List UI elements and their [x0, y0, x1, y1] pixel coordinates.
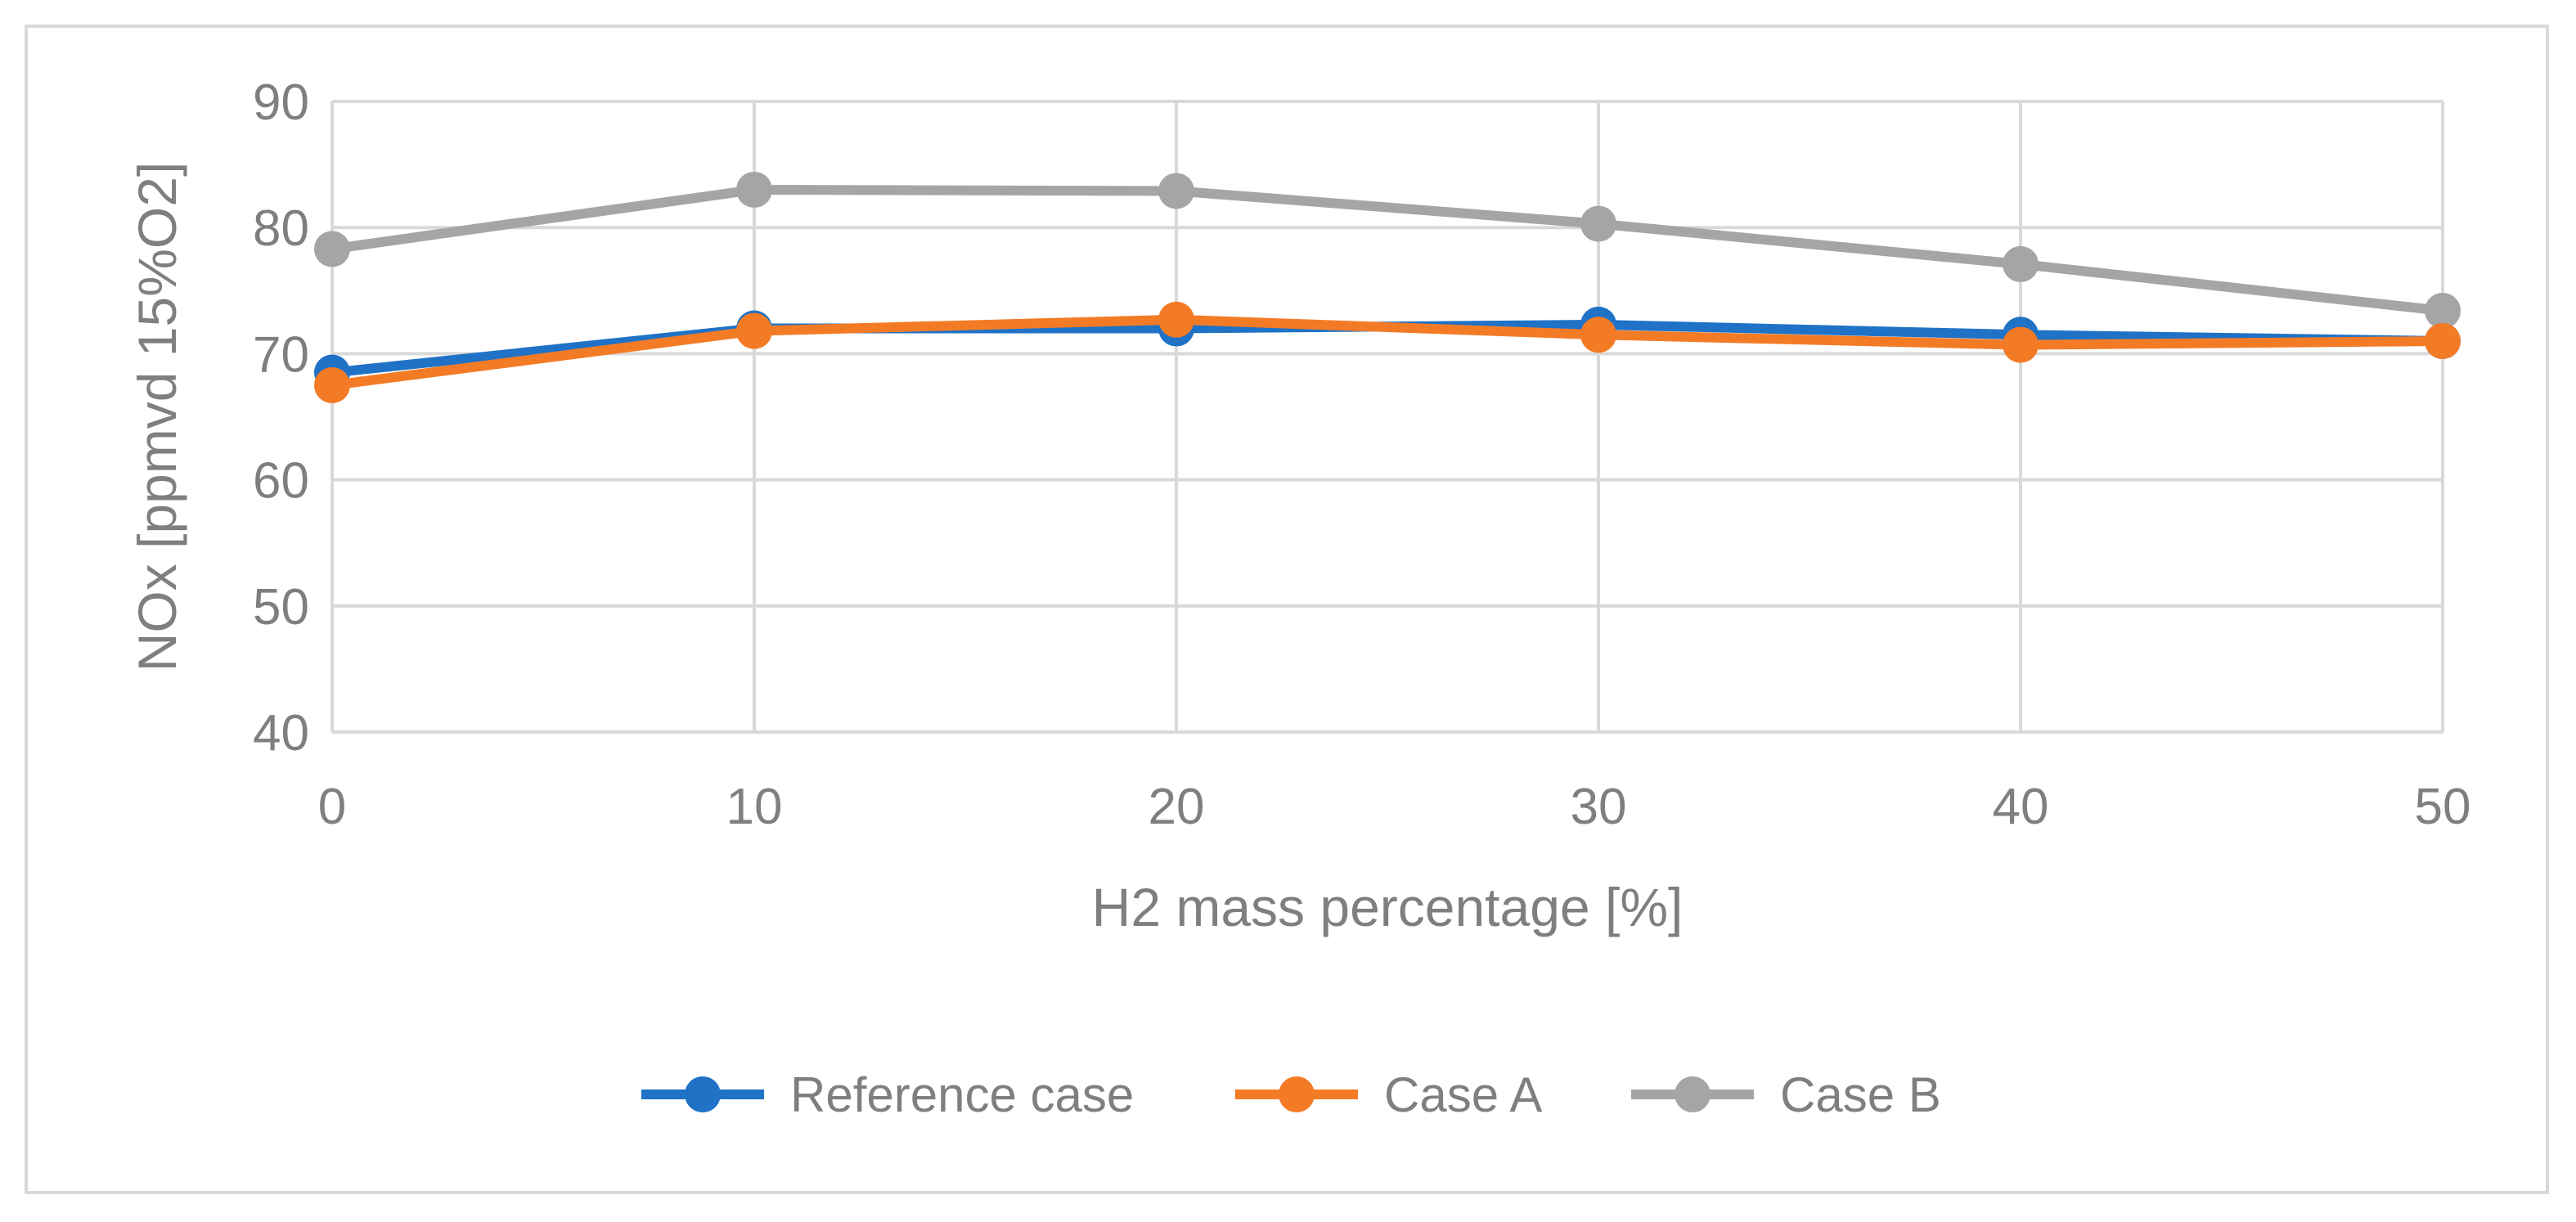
data-point-case-b-50	[2425, 292, 2461, 329]
legend-label-case-b: Case B	[1780, 1067, 1941, 1122]
data-point-case-b-0	[314, 231, 350, 267]
x-tick-label-40: 40	[1993, 779, 2049, 835]
data-point-case-b-20	[1158, 173, 1194, 209]
data-point-case-b-30	[1580, 205, 1616, 242]
grid-layer	[330, 100, 2444, 734]
legend: Reference case Case A Case B	[641, 1067, 1941, 1122]
data-point-case-a-20	[1158, 301, 1194, 338]
data-point-case-b-40	[2003, 245, 2039, 282]
y-tick-label-40: 40	[253, 705, 309, 762]
x-tick-label-10: 10	[726, 779, 783, 835]
y-tick-label-70: 70	[253, 326, 309, 383]
legend-item-case-a: Case A	[1235, 1067, 1542, 1122]
legend-label-reference-case: Reference case	[790, 1067, 1134, 1122]
series-case-a	[314, 301, 2461, 403]
y-axis-label: NOx [ppmvd 15%O2]	[127, 162, 187, 672]
data-point-case-a-0	[314, 366, 350, 403]
legend-item-case-b: Case B	[1631, 1067, 1941, 1122]
y-tick-label-90: 90	[253, 74, 309, 131]
legend-item-reference-case: Reference case	[641, 1067, 1134, 1122]
legend-marker-reference-case	[685, 1076, 721, 1112]
x-tick-label-30: 30	[1571, 779, 1627, 835]
x-tick-label-0: 0	[318, 779, 346, 835]
series-layer	[314, 171, 2461, 403]
data-point-case-a-50	[2425, 322, 2461, 359]
legend-marker-case-b	[1675, 1076, 1711, 1112]
data-point-case-b-10	[736, 171, 772, 208]
data-point-case-a-10	[736, 312, 772, 349]
series-case-b	[314, 171, 2461, 329]
y-tick-label-60: 60	[253, 453, 309, 510]
series-line-case-a	[327, 314, 2448, 390]
series-line-case-b	[327, 184, 2448, 316]
x-axis-label: H2 mass percentage [%]	[1092, 877, 1684, 937]
x-tick-label-50: 50	[2415, 779, 2471, 835]
legend-marker-case-a	[1279, 1076, 1315, 1112]
y-tick-label-80: 80	[253, 200, 309, 257]
chart-frame	[25, 25, 2549, 1194]
data-point-case-a-40	[2003, 326, 2039, 363]
x-tick-label-20: 20	[1149, 779, 1205, 835]
data-point-case-a-30	[1580, 317, 1616, 353]
legend-label-case-a: Case A	[1384, 1067, 1542, 1122]
tick-labels: 40 50 60 70 80 90 0 10 20 30 40 50	[253, 74, 2470, 835]
y-tick-label-50: 50	[253, 579, 309, 636]
